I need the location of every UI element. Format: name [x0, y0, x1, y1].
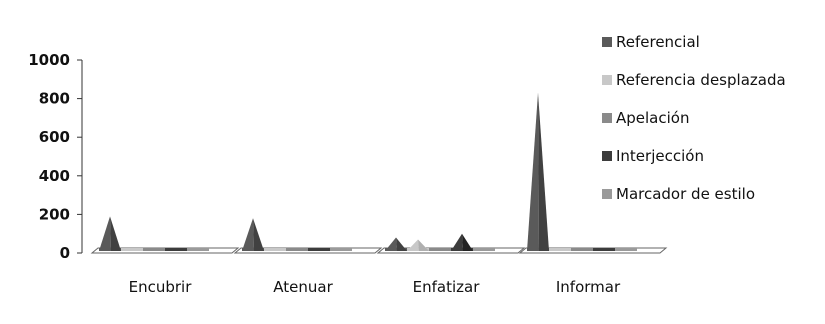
series-band — [264, 248, 286, 251]
data-peak — [451, 233, 463, 251]
legend: Referencial Referencia desplazada Apelació… — [602, 33, 786, 203]
x-axis: Encubrir Atenuar Enfatizar Informar — [129, 278, 621, 296]
series-band — [187, 248, 209, 251]
data-peak-shade — [396, 237, 407, 251]
series-band — [286, 248, 308, 251]
series-band — [615, 248, 637, 251]
legend-label: Apelación — [616, 109, 689, 127]
data-peak-shade — [462, 233, 473, 251]
y-tick-label: 200 — [39, 205, 70, 223]
data-peak-shade — [538, 92, 549, 251]
series-band — [429, 248, 451, 251]
x-category-label: Enfatizar — [413, 278, 481, 296]
series-band — [165, 248, 187, 251]
y-tick-label: 400 — [39, 167, 70, 185]
series-band — [330, 248, 352, 251]
y-tick-label: 1000 — [28, 51, 70, 69]
data-peak-shade — [418, 239, 429, 251]
series-band — [143, 248, 165, 251]
series-band — [308, 248, 330, 251]
data-peak-shade — [110, 216, 121, 251]
legend-swatch — [602, 75, 612, 85]
legend-swatch — [602, 151, 612, 161]
data-peak — [527, 92, 539, 251]
series-band — [549, 248, 571, 251]
series-band — [571, 248, 593, 251]
y-tick-label: 800 — [39, 90, 70, 108]
legend-label: Referencial — [616, 33, 700, 51]
series-band — [473, 248, 495, 251]
legend-swatch — [602, 189, 612, 199]
y-tick-label: 600 — [39, 128, 70, 146]
legend-swatch — [602, 37, 612, 47]
legend-label: Interjección — [616, 147, 704, 165]
data-peaks — [99, 92, 637, 251]
x-category-label: Atenuar — [273, 278, 333, 296]
x-category-label: Encubrir — [129, 278, 193, 296]
series-band — [121, 248, 143, 251]
x-category-label: Informar — [556, 278, 621, 296]
legend-swatch — [602, 113, 612, 123]
series-band — [593, 248, 615, 251]
data-peak — [407, 239, 419, 251]
y-axis: 0 200 400 600 800 1000 — [28, 51, 83, 262]
legend-label: Referencia desplazada — [616, 71, 786, 89]
data-peak — [385, 237, 397, 251]
data-peak — [99, 216, 111, 251]
y-tick-label: 0 — [60, 244, 70, 262]
data-peak — [242, 218, 254, 251]
legend-label: Marcador de estilo — [616, 185, 755, 203]
data-peak-shade — [253, 218, 264, 251]
